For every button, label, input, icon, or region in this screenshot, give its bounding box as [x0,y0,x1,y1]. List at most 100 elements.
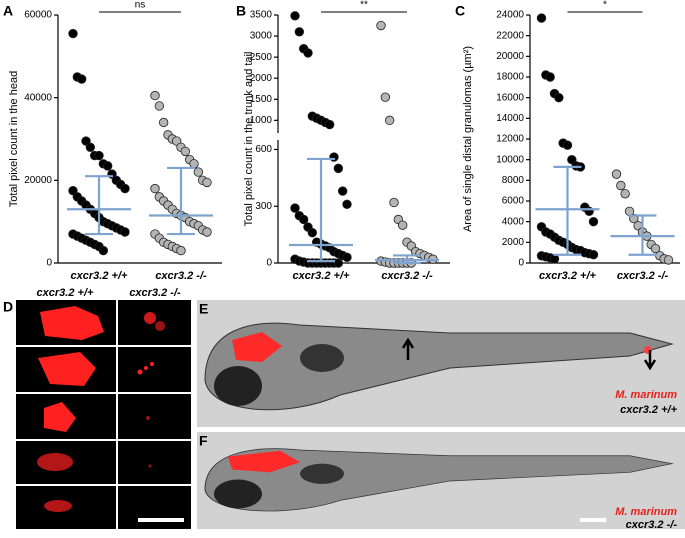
x-tick-label: cxcr3.2 +/+ [71,270,128,282]
x-tick-label: cxcr3.2 +/+ [293,270,350,282]
arrow [401,337,415,360]
data-point [202,227,212,237]
x-tick-label: cxcr3.2 -/- [381,270,433,282]
y-tick-label: 0 [46,258,52,269]
panel-label: A [3,3,13,19]
data-point [663,255,674,265]
data-point [202,177,212,188]
panel-label: F [199,433,208,449]
infection-signal [228,450,300,473]
data-point [650,243,661,254]
y-tick-label: 1000 [250,115,273,126]
y-tick-label: 3000 [250,31,273,42]
data-point [154,101,165,111]
data-point [329,152,339,162]
data-point [376,20,386,31]
data-point [384,115,395,126]
data-point [536,13,547,23]
data-point [189,159,199,169]
significance-label: * [603,0,607,11]
y-tick-label: 2000 [502,237,525,248]
y-tick-label: 600 [255,144,272,155]
panel-e: M. marinum cxcr3.2 +/+ E [197,300,685,427]
y-tick-label: 8000 [502,175,525,186]
data-point [85,142,96,152]
bacteria-label: M. marinum [615,506,677,518]
data-point [588,216,599,227]
swim-bladder [300,344,344,372]
data-point [562,140,573,150]
panel-f: M. marinum cxcr3.2 -/- F [197,432,685,531]
data-point [193,167,204,177]
data-point [333,258,344,268]
y-tick-label: 10000 [496,154,524,165]
data-point [380,92,391,102]
column-header: cxcr3.2 -/- [129,287,181,299]
significance-label: ** [360,0,368,11]
arrow [643,350,657,371]
eye [214,479,262,509]
significance-label: ns [135,0,146,11]
data-point [389,197,399,208]
panel-label: C [455,3,465,19]
data-point [98,245,109,256]
panel-label: D [3,299,13,315]
y-tick-label: 60000 [24,10,52,21]
data-point [158,117,169,128]
data-point [76,74,87,84]
y-axis-title: Total pixel count in the head [8,71,20,207]
data-point [176,245,186,256]
data-point [290,11,300,21]
genotype-label: cxcr3.2 -/- [626,519,678,531]
data-point [307,228,318,238]
y-tick-label: 2500 [250,52,273,63]
infection-signal [232,332,282,362]
image-grid [16,300,191,529]
y-tick-label: 3500 [250,10,273,21]
y-tick-label: 0 [266,258,272,269]
y-tick-label: 14000 [496,113,524,124]
eye [214,366,262,406]
data-point [290,203,300,213]
y-tick-label: 16000 [496,92,524,103]
y-tick-label: 20000 [496,51,524,62]
data-point [620,189,630,199]
data-point [180,146,191,157]
column-header: cxcr3.2 +/+ [37,287,94,299]
data-point [294,27,305,37]
data-point [303,48,313,58]
y-tick-label: 18000 [496,72,524,83]
panel-label: E [199,301,208,317]
y-axis-title: Total pixel count in the trunk and tail [243,52,255,227]
swim-bladder [300,463,344,484]
scale-bar [580,518,606,522]
data-point [150,90,160,101]
data-point [611,169,622,179]
data-point [150,183,160,194]
y-tick-label: 6000 [502,196,525,207]
y-tick-label: 12000 [496,134,524,145]
y-tick-label: 300 [255,201,272,212]
data-point [68,28,78,39]
data-point [397,220,408,230]
bacteria-label: M. marinum [615,389,677,401]
y-tick-label: 2000 [250,73,273,84]
y-tick-label: 24000 [496,10,524,21]
x-tick-label: cxcr3.2 +/+ [539,270,596,282]
data-point [102,161,113,171]
y-axis-title: Area of single distal granulomas (µm²) [462,46,474,232]
data-point [324,119,335,130]
genotype-label: cxcr3.2 +/+ [620,404,677,416]
data-point [549,254,560,264]
y-tick-label: 0 [518,258,524,269]
y-tick-label: 20000 [24,175,52,186]
x-tick-label: cxcr3.2 -/- [155,270,207,282]
data-point [337,186,348,196]
data-point [554,92,564,103]
panel-label: B [236,3,246,19]
y-tick-label: 4000 [502,216,525,227]
scale-bar [138,518,184,522]
data-point [588,250,599,260]
y-tick-label: 22000 [496,30,524,41]
y-tick-label: 1500 [250,94,273,105]
